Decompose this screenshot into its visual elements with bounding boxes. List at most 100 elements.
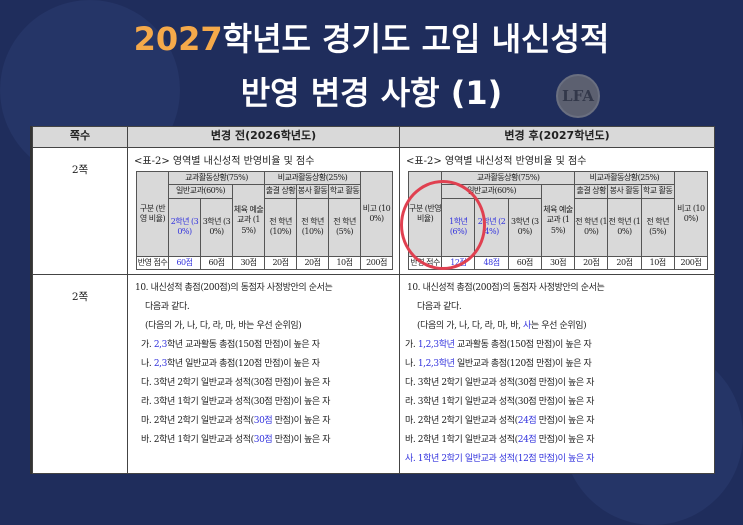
before-tiebreak-text: 10. 내신성적 총점(200점)의 동점자 사정방안의 순서는 다음과 같다.… (127, 274, 400, 475)
red-highlight-circle (400, 180, 486, 270)
cell: 60점 (507, 255, 542, 271)
cell: 20점 (296, 255, 329, 271)
cell: 구분 (반영 비율) (136, 171, 169, 257)
t: 1,2,3학년 (417, 340, 455, 351)
t: 2,3 (153, 340, 168, 351)
cell: 봉사 활동 (607, 184, 642, 199)
t: 만점)이 높은 자 (272, 435, 331, 446)
text-line: 마. 2학년 2학기 일반교과 성적(24점 만점)이 높은 자 (405, 412, 709, 431)
cell: 전 학년 (5%) (640, 197, 675, 257)
t: 30점 (253, 416, 273, 427)
t: 마. 2학년 2학기 일반교과 성적( (141, 416, 254, 427)
cell: 교과활동상황(75%) (441, 170, 576, 186)
cell: 반영 점수 (136, 255, 169, 271)
t: 교과활동 총점(150점 만점)이 높은 자 (454, 340, 592, 351)
t: 24점 (517, 416, 537, 427)
t: 바. 2학년 1학기 일반교과 성적( (405, 435, 518, 446)
t: 나. (141, 359, 154, 370)
cell: 3학년 (30%) (507, 197, 542, 257)
text-line: 가. 2,3학년 교과활동 총점(150점 만점)이 높은 자 (133, 336, 394, 355)
t: 만점)이 높은 자 (536, 416, 595, 427)
cell: 전 학년 (10%) (607, 197, 642, 257)
cell: 20점 (264, 255, 297, 271)
t: 학년 교과활동 총점(150점 만점)이 높은 자 (166, 340, 320, 351)
t: 학년 일반교과 총점(120점 만점)이 높은 자 (166, 359, 320, 370)
text-line: 사. 1학년 2학기 일반교과 성적(12점 만점)이 높은 자 (405, 454, 595, 465)
after-tiebreak-text: 10. 내신성적 총점(200점)의 동점자 사정방안의 순서는 다음과 같다.… (399, 274, 715, 475)
t: 가. (141, 340, 154, 351)
table-caption: <표-2> 영역별 내신성적 반영비율 및 점수 (406, 156, 587, 167)
t: 30점 (253, 435, 273, 446)
text-line: (다음의 가, 나, 다, 라, 마, 바는 우선 순위임) (145, 321, 302, 332)
cell: 비고 (100%) (673, 171, 709, 257)
cell: 출결 상황 (574, 184, 609, 199)
cell: 봉사 활동 (296, 184, 329, 199)
t: 만점)이 높은 자 (272, 416, 331, 427)
cell: 학교 활동 (640, 184, 675, 199)
cell: 20점 (574, 255, 609, 271)
t: 만점)이 높은 자 (536, 435, 595, 446)
title-text: 학년도 경기도 고입 내신성적 (222, 20, 610, 58)
text-line: 가. 1,2,3학년 교과활동 총점(150점 만점)이 높은 자 (405, 336, 709, 355)
cell: 200점 (673, 255, 709, 271)
page-title-line2: 반영 변경 사항 (1) (240, 74, 503, 112)
t: 는 우선 순위임) (530, 321, 587, 332)
lfa-seal-logo: LFA (556, 74, 600, 118)
cell: 10점 (328, 255, 361, 271)
page-number: 2쪽 (32, 146, 128, 276)
cell: 20점 (607, 255, 642, 271)
text-line: 다음과 같다. (145, 302, 190, 313)
text-line: 바. 2학년 1학기 일반교과 성적(24점 만점)이 높은 자 (405, 431, 709, 450)
cell: 3학년 (30%) (200, 197, 233, 257)
text-line: 10. 내신성적 총점(200점)의 동점자 사정방안의 순서는 (135, 283, 333, 294)
cell: 60점 (200, 255, 233, 271)
cell: 200점 (360, 255, 393, 271)
text-line: 바. 2학년 1학기 일반교과 성적(30점 만점)이 높은 자 (133, 431, 394, 450)
t: 사 (523, 321, 531, 332)
text-line: 마. 2학년 2학기 일반교과 성적(30점 만점)이 높은 자 (133, 412, 394, 431)
cell: 2학년 (30%) (168, 197, 201, 257)
cell: 전 학년 (5%) (328, 197, 361, 257)
text-line: 나. 2,3학년 일반교과 총점(120점 만점)이 높은 자 (133, 355, 394, 374)
cell: 비교과활동상황(25%) (264, 170, 361, 186)
t: 24점 (517, 435, 537, 446)
cell: 전 학년 (10%) (574, 197, 609, 257)
cell: 전 학년 (10%) (264, 197, 297, 257)
cell: 체육 예술 교과 (15%) (540, 184, 576, 257)
text-line: 나. 1,2,3학년 일반교과 총점(120점 만점)이 높은 자 (405, 355, 709, 374)
cell: 48점 (474, 255, 509, 271)
table-caption: <표-2> 영역별 내신성적 반영비율 및 점수 (134, 156, 315, 167)
t: 2,3 (153, 359, 168, 370)
title-year: 2027 (133, 20, 223, 58)
ratio-table-before: 구분 (반영 비율) 교과활동상황(75%) 비교과활동상황(25%) 비고 (100… (136, 170, 393, 271)
page-title-line1: 2027학년도 경기도 고입 내신성적 (0, 14, 743, 60)
t: (다음의 가, 나, 다, 라, 마, 바, (417, 321, 524, 332)
header-page: 쪽수 (32, 126, 128, 148)
cell: 10점 (640, 255, 675, 271)
cell: 일반교과(60%) (168, 184, 233, 199)
text-line: 다. 3학년 2학기 일반교과 성적(30점 만점)이 높은 자 (141, 378, 331, 389)
t: 일반교과 총점(120점 만점)이 높은 자 (454, 359, 592, 370)
text-line: 다음과 같다. (417, 302, 462, 313)
cell: 60점 (168, 255, 201, 271)
header-after: 변경 후(2027학년도) (399, 126, 715, 148)
cell: 출결 상황 (264, 184, 297, 199)
text-line: 라. 3학년 1학기 일반교과 성적(30점 만점)이 높은 자 (141, 397, 331, 408)
text-line: 10. 내신성적 총점(200점)의 동점자 사정방안의 순서는 (407, 283, 605, 294)
cell: 체육 예술 교과 (15%) (232, 184, 265, 257)
text-line: 다. 3학년 2학기 일반교과 성적(30점 만점)이 높은 자 (405, 378, 595, 389)
text-line: 라. 3학년 1학기 일반교과 성적(30점 만점)이 높은 자 (405, 397, 595, 408)
header-before: 변경 전(2026학년도) (127, 126, 400, 148)
text-line: (다음의 가, 나, 다, 라, 마, 바, 사는 우선 순위임) (405, 317, 709, 336)
before-ratio-cell: <표-2> 영역별 내신성적 반영비율 및 점수 구분 (반영 비율) 교과활동상… (127, 146, 400, 276)
cell: 비교과활동상황(25%) (574, 170, 675, 186)
t: 마. 2학년 2학기 일반교과 성적( (405, 416, 518, 427)
cell: 교과활동상황(75%) (168, 170, 265, 186)
cell: 30점 (540, 255, 576, 271)
t: 가. (405, 340, 418, 351)
t: 바. 2학년 1학기 일반교과 성적( (141, 435, 254, 446)
cell: 비고 (100%) (360, 171, 393, 257)
cell: 전 학년 (10%) (296, 197, 329, 257)
page-number: 2쪽 (32, 274, 128, 475)
cell: 학교 활동 (328, 184, 361, 199)
